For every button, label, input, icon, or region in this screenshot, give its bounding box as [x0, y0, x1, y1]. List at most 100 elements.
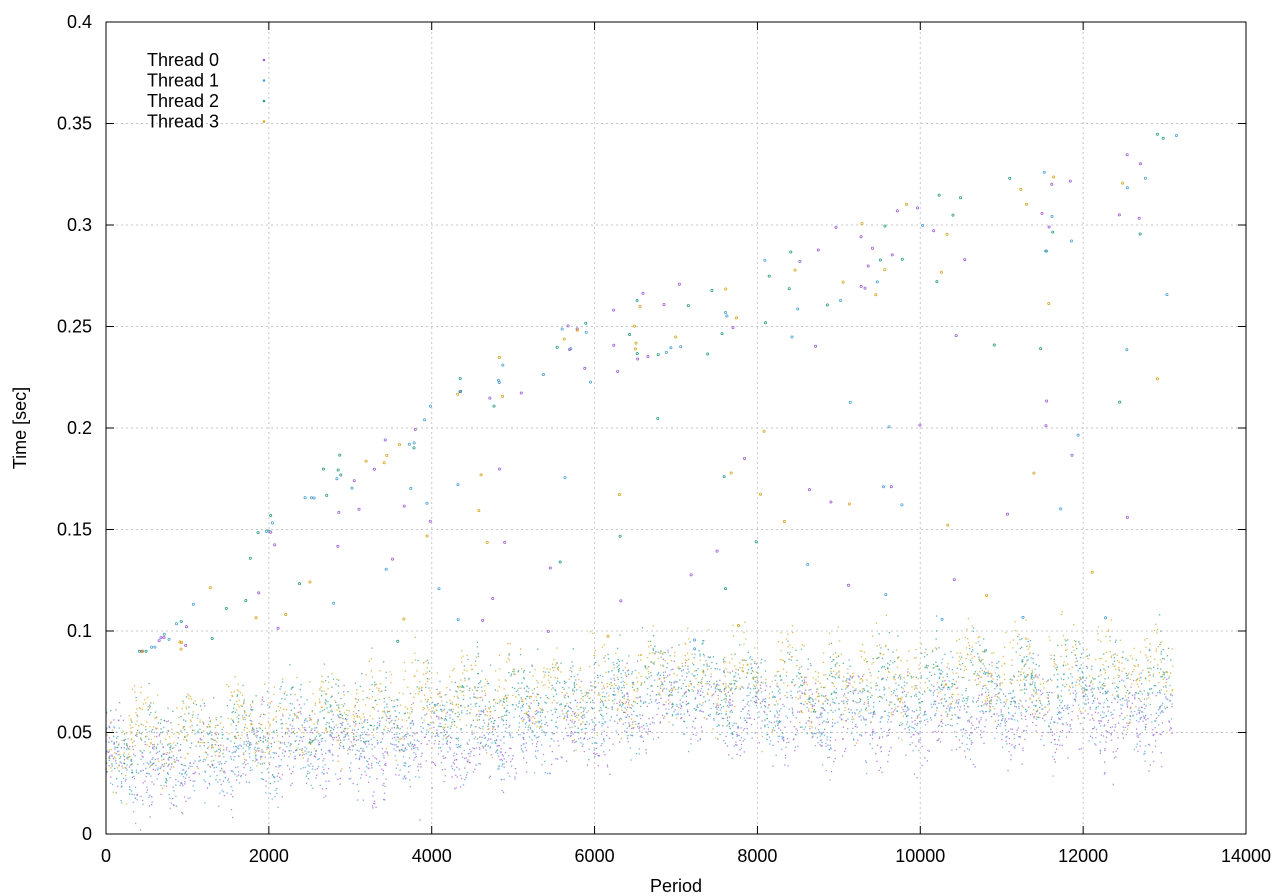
data-point — [168, 763, 170, 765]
data-point — [871, 747, 873, 750]
data-point — [918, 720, 921, 723]
data-point — [933, 701, 935, 703]
data-point — [1131, 702, 1134, 705]
data-point — [651, 721, 654, 723]
data-point — [529, 671, 531, 673]
data-point — [876, 645, 878, 647]
data-point — [496, 750, 498, 752]
data-point — [924, 711, 926, 713]
data-point — [366, 721, 369, 724]
data-point — [729, 683, 731, 685]
data-point — [884, 710, 886, 713]
data-point — [381, 738, 384, 740]
data-point — [826, 678, 829, 680]
data-point — [317, 765, 320, 768]
data-point — [183, 729, 186, 731]
data-point — [882, 677, 885, 680]
data-point — [749, 688, 752, 690]
data-point — [1089, 719, 1091, 721]
data-point — [261, 778, 264, 781]
data-point — [230, 770, 232, 772]
data-point — [970, 653, 972, 656]
data-point — [360, 752, 362, 755]
data-point — [1010, 758, 1012, 761]
data-point — [1151, 751, 1154, 753]
data-point — [1141, 706, 1143, 709]
data-point — [1023, 675, 1026, 677]
data-point — [869, 696, 872, 698]
data-point — [1117, 676, 1120, 679]
data-point — [588, 697, 590, 700]
data-point — [1085, 665, 1088, 668]
data-point — [1035, 663, 1037, 666]
data-point — [158, 733, 161, 735]
data-point — [989, 702, 991, 705]
data-point — [750, 663, 752, 665]
data-point — [173, 804, 175, 807]
data-point — [370, 738, 372, 741]
data-point — [673, 660, 675, 662]
data-point — [976, 684, 978, 686]
data-point — [1038, 665, 1040, 667]
data-point — [1112, 783, 1114, 786]
data-point — [1084, 703, 1086, 705]
data-point — [728, 726, 731, 728]
data-point — [405, 733, 408, 736]
data-point — [783, 737, 785, 739]
data-point — [462, 690, 464, 693]
data-point — [168, 759, 170, 761]
data-point — [777, 724, 779, 727]
data-point — [501, 789, 503, 792]
data-point — [268, 706, 271, 708]
data-point — [222, 745, 224, 747]
data-point — [1127, 724, 1129, 727]
data-point — [811, 698, 813, 700]
data-point — [1063, 673, 1065, 675]
data-point — [458, 713, 461, 716]
data-point — [460, 744, 462, 747]
data-point — [225, 749, 228, 751]
data-point — [174, 761, 176, 763]
data-point — [503, 758, 505, 760]
data-point — [261, 729, 264, 732]
data-point — [299, 736, 301, 738]
data-point — [838, 676, 841, 679]
data-point — [774, 695, 776, 698]
data-point — [253, 729, 255, 731]
data-point — [988, 701, 991, 703]
data-point — [332, 678, 335, 680]
data-point — [274, 776, 276, 779]
data-point — [1159, 733, 1161, 735]
data-point — [237, 747, 239, 749]
data-point — [1144, 760, 1146, 762]
data-point — [1161, 702, 1164, 704]
data-point — [566, 735, 568, 737]
data-point — [743, 727, 746, 730]
data-point — [228, 781, 230, 783]
data-point — [493, 705, 495, 707]
data-point — [637, 697, 639, 699]
data-point — [780, 650, 782, 652]
data-point — [926, 667, 928, 669]
data-point — [733, 682, 736, 684]
data-point — [280, 765, 282, 767]
data-point — [931, 706, 933, 708]
data-point — [130, 727, 132, 729]
data-point — [443, 719, 446, 721]
data-point — [429, 703, 431, 706]
data-point — [613, 664, 615, 666]
data-point — [398, 712, 401, 714]
data-point — [709, 715, 711, 717]
data-point — [302, 767, 305, 769]
data-point — [318, 735, 321, 737]
data-point — [146, 762, 149, 764]
data-point — [835, 688, 838, 690]
data-point — [1022, 747, 1024, 749]
data-point — [1093, 726, 1096, 728]
data-point — [466, 685, 468, 687]
data-point — [160, 784, 162, 787]
data-point — [569, 702, 572, 704]
data-point — [572, 690, 574, 692]
data-point — [327, 676, 329, 678]
data-point — [854, 744, 856, 747]
